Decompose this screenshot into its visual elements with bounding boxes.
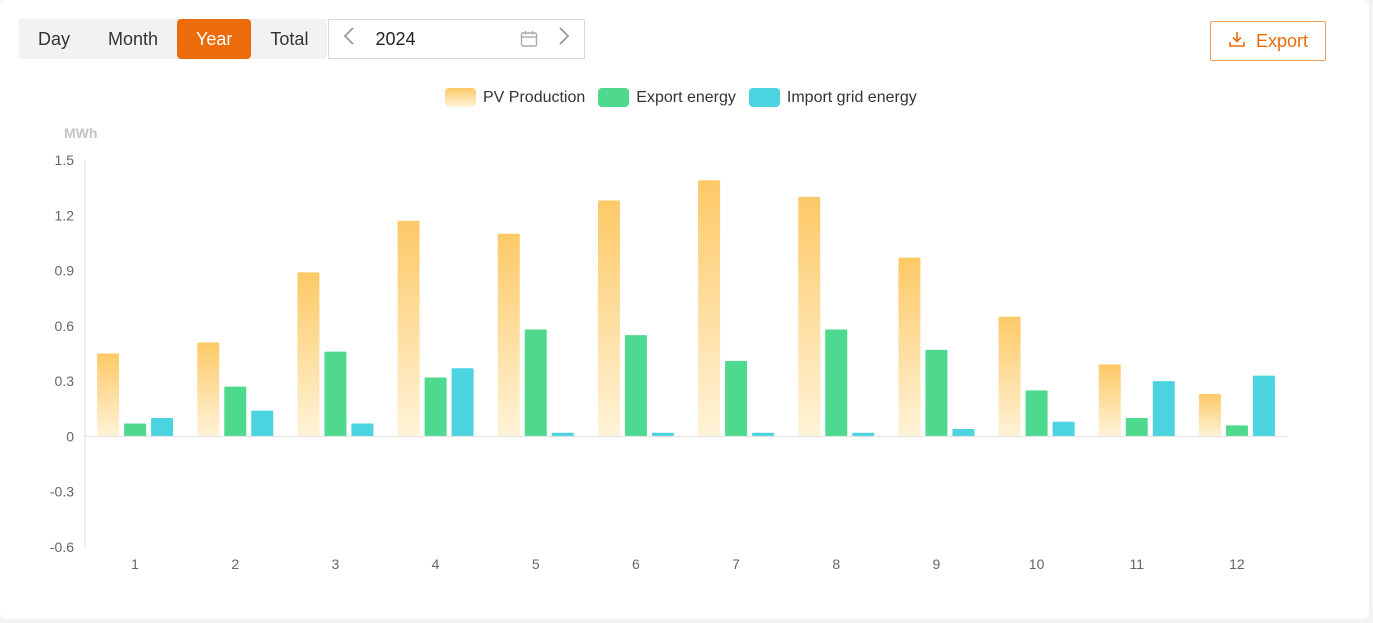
bar-pv-production (798, 196, 821, 437)
x-tick-label: 2 (231, 556, 239, 572)
legend-swatch-pv (445, 88, 476, 107)
toolbar: Day Month Year Total 2024 (19, 19, 586, 59)
chevron-left-icon[interactable] (329, 26, 369, 52)
x-tick-label: 1 (131, 556, 139, 572)
bar-export-energy (124, 423, 147, 437)
legend-item-export[interactable]: Export energy (598, 88, 736, 107)
x-tick-label: 3 (332, 556, 340, 572)
bar-export-energy (1225, 425, 1248, 437)
bar-import-grid-energy (251, 410, 274, 437)
x-tick-label: 9 (933, 556, 941, 572)
bars (97, 180, 1275, 437)
bar-export-energy (925, 349, 948, 437)
y-tick-label: 0.6 (55, 318, 75, 334)
x-tick-label: 11 (1129, 556, 1144, 572)
legend-item-import[interactable]: Import grid energy (748, 88, 917, 107)
date-value[interactable]: 2024 (375, 28, 416, 49)
legend-swatch-import (748, 88, 780, 107)
bar-import-grid-energy (952, 429, 975, 437)
x-tick-label: 10 (1029, 556, 1045, 572)
legend-label-import: Import grid energy (786, 88, 917, 106)
bar-export-energy (524, 329, 547, 437)
bar-export-energy (624, 335, 647, 437)
bar-import-grid-energy (551, 432, 574, 437)
legend-label-pv: PV Production (483, 88, 586, 106)
legend-label-export: Export energy (636, 88, 736, 106)
bar-chart: MWh 1.51.20.90.60.30-0.3-0.6 1 2 3 4 5 6 7 8 9 10… (50, 125, 1287, 572)
bar-pv-production (1198, 394, 1221, 437)
y-tick-label: 1.2 (55, 207, 75, 223)
x-tick-label: 12 (1229, 556, 1245, 572)
bar-pv-production (597, 200, 620, 437)
bar-pv-production (698, 180, 721, 437)
x-tick-label: 4 (432, 556, 440, 572)
export-label: Export (1255, 30, 1309, 51)
bar-import-grid-energy (151, 418, 174, 437)
period-tabs: Day Month Year Total (19, 19, 328, 59)
bar-export-energy (424, 377, 447, 437)
bar-export-energy (825, 329, 848, 437)
bar-export-energy (324, 351, 347, 437)
tab-month[interactable]: Month (108, 29, 159, 49)
bar-export-energy (1025, 390, 1048, 437)
y-tick-label: 0.9 (55, 263, 75, 279)
y-tick-label: -0.3 (50, 484, 74, 500)
x-axis: 1 2 3 4 5 6 7 8 9 10 11 12 (85, 435, 1287, 572)
bar-pv-production (998, 316, 1021, 437)
bar-import-grid-energy (752, 432, 775, 437)
bar-import-grid-energy (451, 368, 474, 437)
bar-pv-production (397, 220, 420, 437)
y-tick-label: 1.5 (55, 152, 75, 168)
legend-item-pv[interactable]: PV Production (445, 88, 585, 107)
x-tick-label: 5 (532, 556, 540, 572)
download-icon (1228, 30, 1246, 53)
bar-export-energy (725, 360, 748, 437)
tab-day[interactable]: Day (38, 29, 71, 49)
bar-pv-production (898, 257, 921, 437)
bar-pv-production (497, 233, 520, 437)
legend-swatch-export (598, 88, 630, 107)
y-tick-label: 0.3 (55, 373, 75, 389)
chart-legend: PV Production Export energy Import grid … (445, 88, 930, 107)
bar-import-grid-energy (852, 432, 875, 437)
bar-import-grid-energy (651, 432, 674, 437)
bar-pv-production (197, 342, 220, 437)
x-tick-label: 6 (632, 556, 640, 572)
tab-year[interactable]: Year (177, 19, 252, 59)
x-tick-label: 7 (732, 556, 740, 572)
export-button[interactable]: Export (1210, 21, 1326, 61)
bar-import-grid-energy (1252, 375, 1275, 437)
bar-import-grid-energy (1152, 381, 1175, 437)
bar-pv-production (97, 353, 120, 437)
bar-pv-production (297, 272, 320, 437)
y-tick-label: 0 (66, 428, 74, 444)
bar-export-energy (1125, 418, 1148, 437)
y-tick-label: -0.6 (50, 539, 74, 555)
y-axis: 1.5 1.2 0.9 0.6 0.3 0 -0.3 -0.6 (50, 152, 86, 555)
bar-export-energy (224, 386, 247, 437)
x-tick-label: 8 (832, 556, 840, 572)
chevron-right-icon[interactable] (544, 26, 584, 52)
y-axis-unit: MWh (64, 125, 97, 141)
bar-pv-production (1098, 364, 1121, 437)
date-picker[interactable]: 2024 (328, 19, 586, 59)
bar-import-grid-energy (1052, 421, 1075, 437)
calendar-icon[interactable] (514, 30, 544, 48)
bar-import-grid-energy (351, 423, 374, 437)
tab-total[interactable]: Total (270, 29, 309, 49)
